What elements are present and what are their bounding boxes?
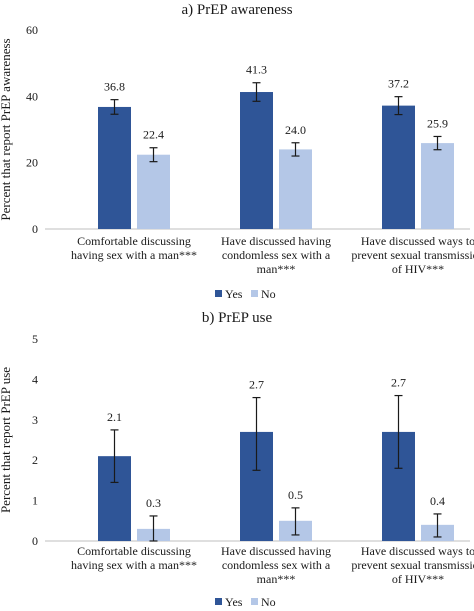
panel-b-category-label: Have discussed ways to	[361, 544, 474, 558]
panel-a-y-tick-label: 60	[26, 23, 38, 37]
panel-a-category-label: prevent sexual transmission	[351, 248, 474, 262]
panel-a-y-tick-label: 20	[26, 156, 38, 170]
panel-a-data-label: 25.9	[427, 116, 448, 130]
panel-a-data-label: 37.2	[388, 77, 409, 91]
panel-a-data-label: 24.0	[285, 123, 306, 137]
panel-a-bar-no-1	[137, 154, 170, 229]
panel-a-bar-yes-1	[98, 106, 131, 229]
panel-a-bar-yes-2	[240, 92, 273, 229]
panel-b-category-label: man***	[257, 572, 296, 586]
panel-a-y-tick-label: 40	[26, 89, 38, 103]
panel-a-data-label: 36.8	[104, 80, 125, 94]
panel-b-y-tick-label: 2	[32, 453, 38, 467]
panel-b-data-label: 2.1	[107, 410, 122, 424]
panel-a-legend-label-no: No	[261, 287, 276, 301]
panel-b-legend-swatch-no	[251, 598, 258, 605]
panel-b-category-label: of HIV***	[392, 572, 444, 586]
panel-b-category-label: prevent sexual transmission	[351, 558, 474, 572]
panel-b-category-label: Comfortable discussing	[77, 544, 191, 558]
panel-b-y-tick-label: 3	[32, 413, 38, 427]
panel-a-data-label: 41.3	[246, 63, 267, 77]
panel-a-category-label: Comfortable discussing	[77, 234, 191, 248]
panel-b-category-label: having sex with a man***	[71, 558, 197, 572]
panel-b-title: b) PrEP use	[202, 310, 273, 326]
panel-b-y-tick-label: 4	[32, 372, 38, 386]
panel-a-category-label: Have discussed ways to	[361, 234, 474, 248]
panel-b-data-label: 2.7	[249, 378, 264, 392]
panel-a-y-axis-label: Percent that report PrEP awareness	[0, 38, 13, 220]
panel-a-bar-yes-3	[382, 105, 415, 229]
panel-a-category-label: Have discussed having	[221, 234, 331, 248]
panel-a-title: a) PrEP awareness	[181, 2, 292, 18]
panel-a-category-label: man***	[257, 262, 296, 276]
panel-a-category-label: condomless sex with a	[222, 248, 331, 262]
panel-b-y-tick-label: 0	[32, 534, 38, 548]
panel-b-data-label: 0.3	[146, 496, 161, 510]
panel-a-legend-swatch-no	[251, 290, 258, 297]
panel-a-y-tick-label: 0	[32, 222, 38, 236]
panel-b-y-axis-label: Percent that report PrEP use	[0, 367, 13, 513]
panel-b-category-label: condomless sex with a	[222, 558, 331, 572]
panel-a-data-label: 22.4	[143, 128, 164, 142]
panel-b-data-label: 2.7	[391, 376, 406, 390]
panel-b-category-label: Have discussed having	[221, 544, 331, 558]
panel-b-legend-label-yes: Yes	[225, 595, 243, 609]
panel-a-legend-swatch-yes	[215, 290, 222, 297]
panel-b-data-label: 0.4	[430, 494, 445, 508]
panel-a-legend-label-yes: Yes	[225, 287, 243, 301]
panel-b-data-label: 0.5	[288, 488, 303, 502]
panel-b-y-tick-label: 5	[32, 332, 38, 346]
panel-a-bar-no-3	[421, 143, 454, 229]
panel-b-legend-label-no: No	[261, 595, 276, 609]
panel-b-legend-swatch-yes	[215, 598, 222, 605]
panel-a-bar-no-2	[279, 149, 312, 229]
panel-b-y-tick-label: 1	[32, 494, 38, 508]
panel-a-category-label: having sex with a man***	[71, 248, 197, 262]
panel-a-category-label: of HIV***	[392, 262, 444, 276]
